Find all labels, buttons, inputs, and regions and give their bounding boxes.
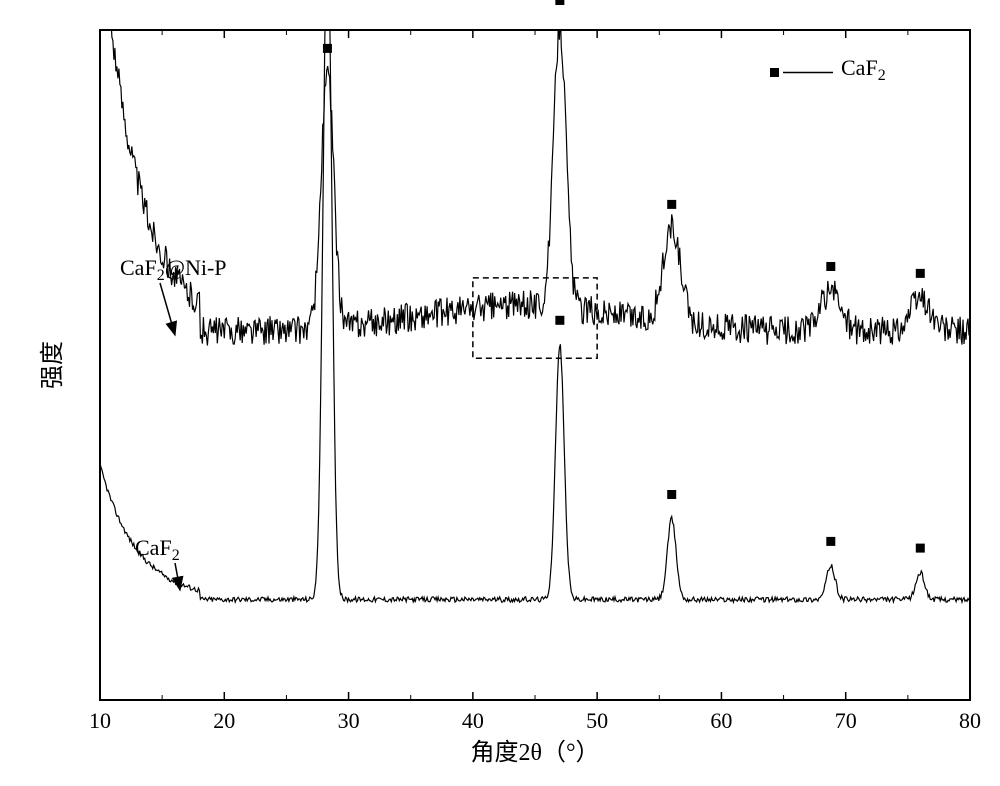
peak-marker <box>667 200 676 209</box>
peak-marker <box>555 316 564 325</box>
x-axis-label: 角度2θ（°） <box>470 739 599 766</box>
peak-marker <box>916 269 925 278</box>
x-tick-label: 10 <box>89 708 111 733</box>
x-tick-label: 30 <box>338 708 360 733</box>
x-tick-label: 80 <box>959 708 981 733</box>
peak-marker <box>323 44 332 53</box>
peak-marker <box>916 544 925 553</box>
peak-marker <box>667 490 676 499</box>
legend-marker <box>770 68 779 77</box>
peak-marker <box>826 262 835 271</box>
x-tick-label: 70 <box>835 708 857 733</box>
xrd-chart: 1020304050607080角度2θ（°）强度CaF2@Ni-PCaF2Ca… <box>0 0 1000 786</box>
peak-marker <box>826 537 835 546</box>
annotation-text: CaF2@Ni-P <box>120 255 227 284</box>
x-tick-label: 20 <box>213 708 235 733</box>
peak-marker <box>555 0 564 5</box>
x-tick-label: 60 <box>710 708 732 733</box>
chart-svg: 1020304050607080角度2θ（°）强度CaF2@Ni-PCaF2Ca… <box>0 0 1000 786</box>
x-tick-label: 40 <box>462 708 484 733</box>
x-tick-label: 50 <box>586 708 608 733</box>
y-axis-label: 强度 <box>39 341 66 389</box>
